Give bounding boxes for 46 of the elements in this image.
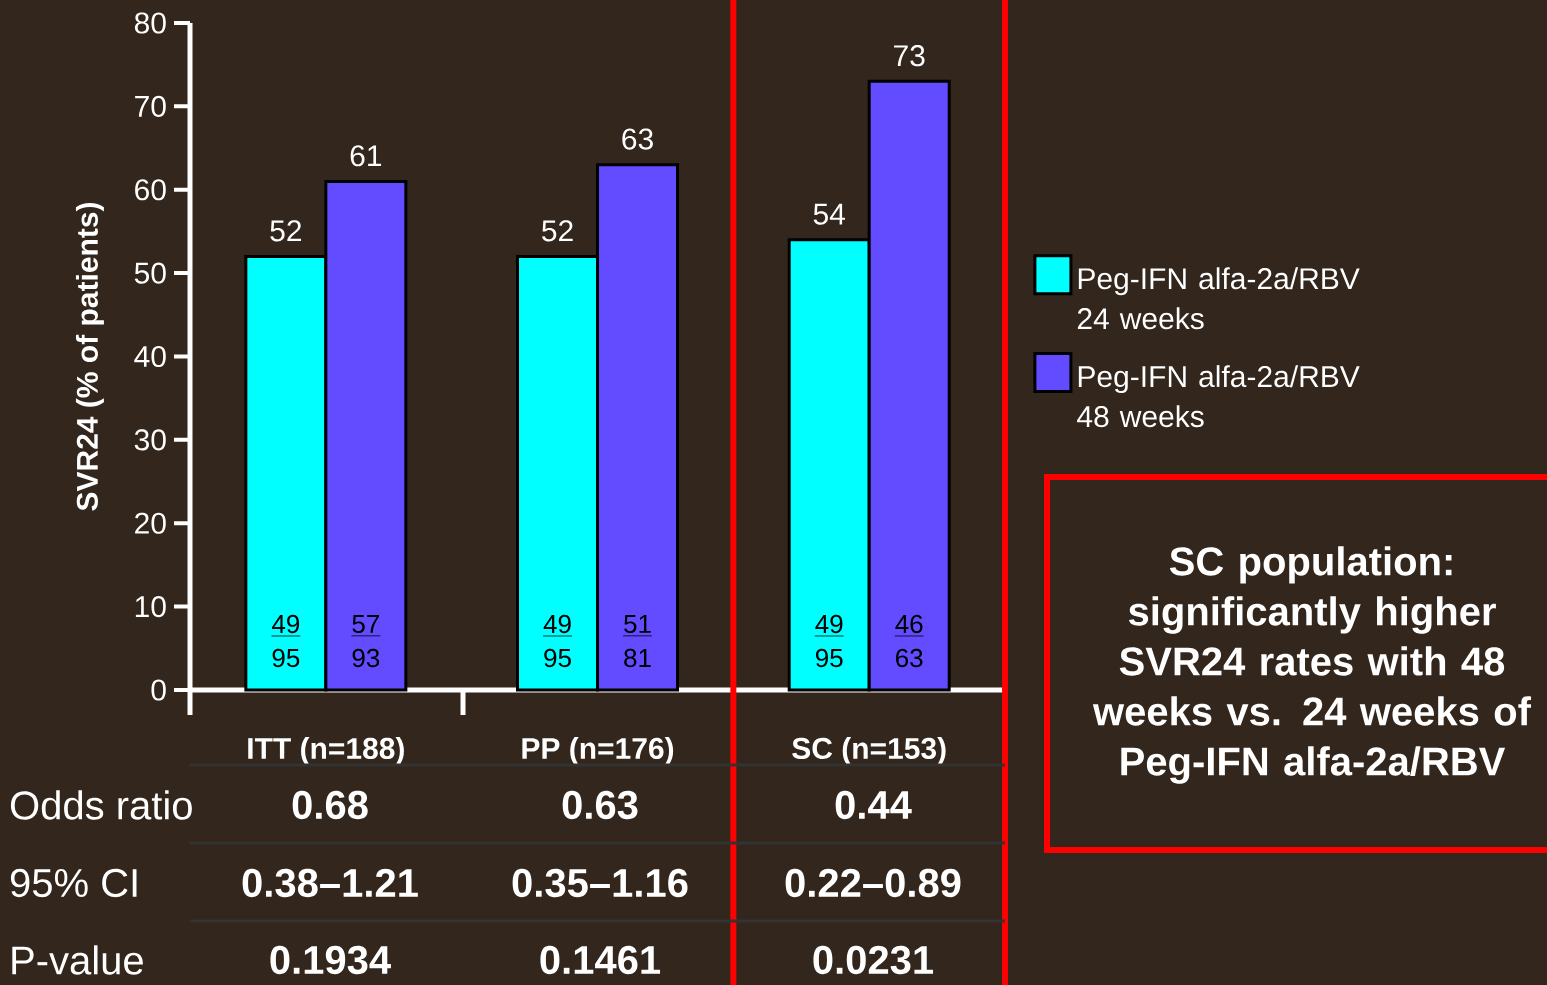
y-tick-label: 0 (151, 679, 166, 701)
annotation: 51 (624, 614, 651, 634)
text: 95% CI (10, 868, 137, 898)
legend-label: Peg-IFN alfa-2a/RBV 48 weeks (1077, 365, 1360, 428)
text: 0.0231 (813, 945, 934, 975)
y-tick-label: 30 (134, 429, 166, 451)
legend-label: Peg-IFN alfa-2a/RBV 24 weeks (1077, 267, 1360, 330)
data-label: 54 (813, 203, 845, 225)
text: SC population: significantly higher SVR24 rates with 48 weeks vs. 24 weeks of Peg-IFN alfa-2a/RBV (1092, 546, 1532, 784)
data-label: 73 (894, 45, 925, 67)
annotation: 49 (271, 614, 300, 634)
text: 0.1461 (540, 945, 661, 975)
annotation: 63 (896, 648, 923, 668)
text: 0.44 (835, 790, 912, 820)
data-label: 52 (542, 220, 573, 242)
y-tick-label: 40 (134, 345, 166, 368)
x-tick-label: ITT (n=188) (248, 737, 404, 765)
text: 0.68 (292, 790, 368, 820)
annotation: 93 (352, 648, 380, 668)
data-label: 63 (622, 128, 653, 150)
annotation: 95 (544, 648, 571, 668)
x-tick-label: SC (n=153) (792, 737, 946, 765)
data-label: 52 (270, 220, 302, 242)
annotation: 95 (272, 648, 300, 668)
x-tick-label: PP (n=176) (522, 737, 674, 765)
y-tick-label: 10 (135, 596, 166, 618)
annotation: 49 (815, 614, 843, 634)
text: P-value (12, 945, 143, 975)
data-label: 61 (350, 145, 382, 167)
annotation: 46 (895, 614, 923, 634)
text: 0.63 (562, 790, 638, 820)
y-tick-label: 70 (135, 95, 166, 117)
y-tick-label: 80 (134, 12, 166, 34)
y-tick-label: 60 (135, 179, 166, 201)
text: Odds ratio (10, 790, 192, 820)
text: 0.38–1.21 (242, 868, 418, 898)
y-tick-label: 50 (134, 262, 166, 284)
annotation: 95 (815, 648, 843, 668)
text: 0.1934 (270, 945, 391, 975)
annotation: 57 (352, 614, 379, 634)
y-tick-label: 20 (135, 512, 166, 534)
annotation: 49 (543, 614, 571, 634)
text: 0.22–0.89 (785, 868, 961, 898)
y-axis-title: SVR24 (% of patients) (75, 202, 104, 511)
annotation: 81 (624, 648, 651, 668)
text: 0.35–1.16 (512, 868, 688, 898)
